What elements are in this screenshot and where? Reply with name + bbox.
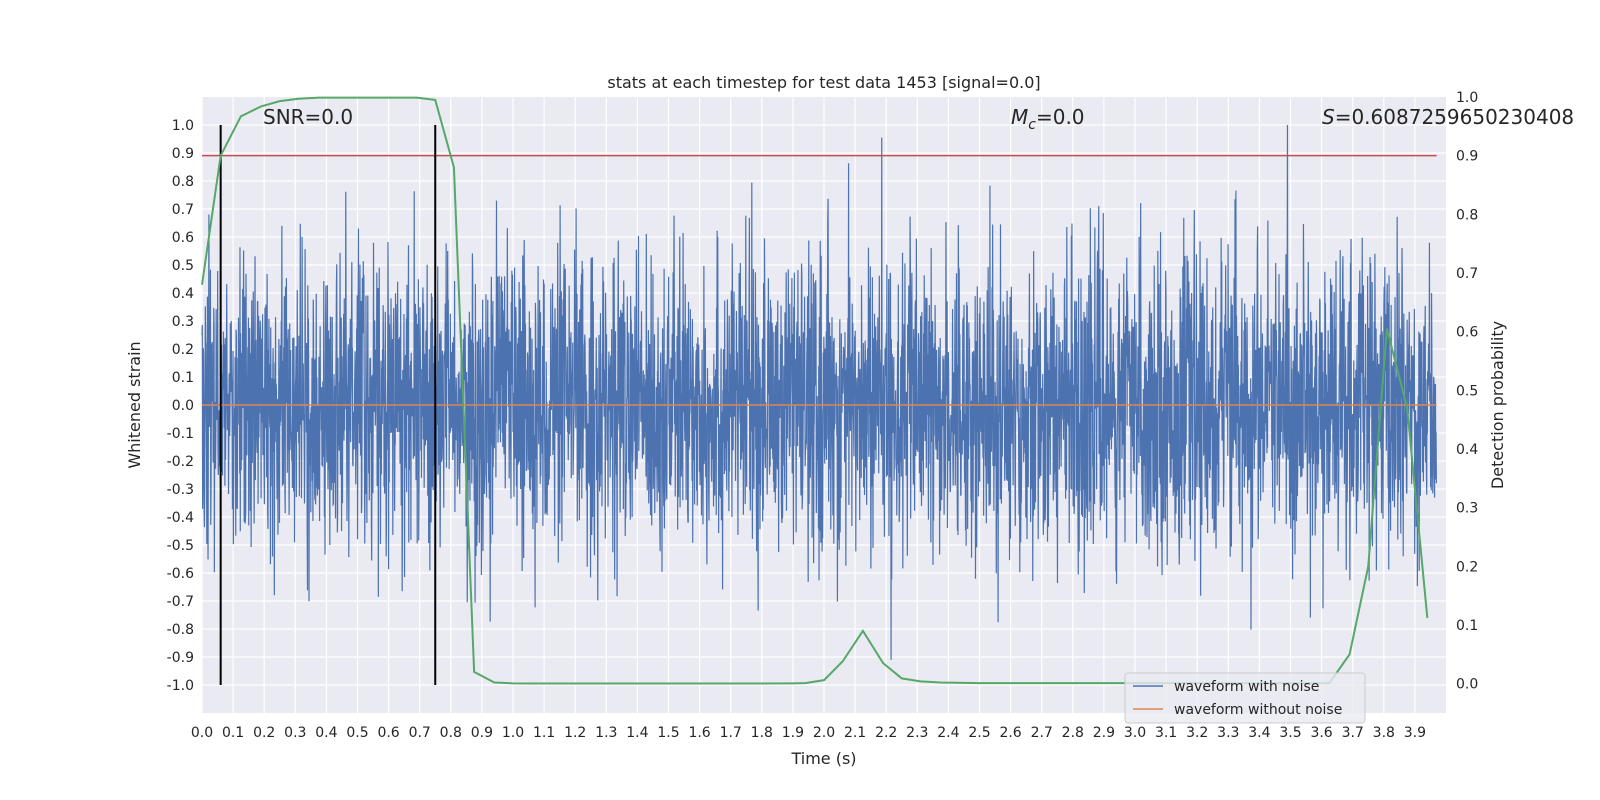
x-tick-label: 3.8 bbox=[1373, 725, 1395, 741]
x-tick-labels: 0.0 0.1 0.2 0.3 0.4 0.5 0.6 0.7 0.8 0.9 1.0 1.1 1.2 1… bbox=[191, 725, 1426, 741]
x-tick-label: 3.3 bbox=[1217, 725, 1239, 741]
series-waveform-with-noise bbox=[201, 124, 1437, 660]
x-tick-label: 2.2 bbox=[875, 725, 897, 741]
y-left-tick-label: -0.4 bbox=[167, 510, 194, 526]
y-right-tick-label: 0.1 bbox=[1456, 618, 1478, 634]
y-right-tick-label: 0.7 bbox=[1456, 266, 1478, 282]
x-tick-label: 1.6 bbox=[688, 725, 710, 741]
x-tick-label: 3.9 bbox=[1404, 725, 1426, 741]
y-left-tick-label: 0.9 bbox=[172, 146, 194, 162]
x-tick-label: 3.1 bbox=[1155, 725, 1177, 741]
x-tick-label: 3.7 bbox=[1342, 725, 1364, 741]
annotation-score: S=0.6087259650230408 bbox=[1322, 105, 1574, 129]
x-tick-label: 3.2 bbox=[1186, 725, 1208, 741]
x-tick-label: 0.8 bbox=[440, 725, 462, 741]
y-right-tick-label: 0.0 bbox=[1456, 677, 1478, 693]
y-left-tick-label: -0.9 bbox=[167, 650, 194, 666]
y-left-tick-label: 0.4 bbox=[172, 286, 194, 302]
y-right-tick-label: 1.0 bbox=[1456, 90, 1478, 106]
x-tick-label: 2.6 bbox=[999, 725, 1021, 741]
legend: waveform with noise waveform without noi… bbox=[1124, 672, 1366, 724]
x-tick-label: 3.0 bbox=[1124, 725, 1146, 741]
x-tick-label: 0.7 bbox=[409, 725, 431, 741]
x-tick-label: 3.6 bbox=[1310, 725, 1332, 741]
x-axis-label: Time (s) bbox=[790, 749, 856, 768]
y-left-tick-label: -0.2 bbox=[167, 454, 194, 470]
x-tick-label: 0.9 bbox=[471, 725, 493, 741]
y-left-tick-label: -0.7 bbox=[167, 594, 194, 610]
legend-label-with-noise: waveform with noise bbox=[1174, 679, 1319, 695]
y-left-tick-label: 0.5 bbox=[172, 258, 194, 274]
x-tick-label: 0.6 bbox=[377, 725, 399, 741]
y-right-tick-label: 0.6 bbox=[1456, 325, 1478, 341]
y-left-tick-label: -0.8 bbox=[167, 622, 194, 638]
x-tick-label: 0.4 bbox=[315, 725, 337, 741]
x-tick-label: 0.1 bbox=[222, 725, 244, 741]
y-left-tick-label: 0.1 bbox=[172, 370, 194, 386]
y-left-tick-label: -0.6 bbox=[167, 566, 194, 582]
y-left-tick-label: -1.0 bbox=[167, 678, 194, 694]
x-tick-label: 2.0 bbox=[813, 725, 835, 741]
x-tick-label: 1.0 bbox=[502, 725, 524, 741]
y-left-tick-label: 0.2 bbox=[172, 342, 194, 358]
y-left-tick-labels: 1.0 0.9 0.8 0.7 0.6 0.5 0.4 0.3 0.2 0.1 0.0 -0.1 -0.… bbox=[167, 118, 194, 694]
x-tick-label: 1.4 bbox=[626, 725, 648, 741]
x-tick-label: 2.4 bbox=[937, 725, 959, 741]
x-tick-label: 0.3 bbox=[284, 725, 306, 741]
annotation-chirp-mass: Mc=0.0 bbox=[1011, 105, 1085, 133]
y-axis-label-right: Detection probability bbox=[1488, 321, 1507, 489]
x-tick-label: 1.1 bbox=[533, 725, 555, 741]
x-tick-label: 1.9 bbox=[782, 725, 804, 741]
y-left-tick-label: 0.3 bbox=[172, 314, 194, 330]
legend-label-without-noise: waveform without noise bbox=[1174, 702, 1342, 718]
y-left-tick-label: 0.6 bbox=[172, 230, 194, 246]
x-tick-label: 0.2 bbox=[253, 725, 275, 741]
x-tick-label: 1.7 bbox=[720, 725, 742, 741]
x-tick-label: 2.7 bbox=[1031, 725, 1053, 741]
y-left-tick-label: -0.5 bbox=[167, 538, 194, 554]
y-right-tick-label: 0.4 bbox=[1456, 442, 1478, 458]
chart-title: stats at each timestep for test data 145… bbox=[607, 73, 1040, 92]
y-right-tick-label: 0.2 bbox=[1456, 559, 1478, 575]
x-tick-label: 2.1 bbox=[844, 725, 866, 741]
y-right-tick-label: 0.3 bbox=[1456, 501, 1478, 517]
annotation-snr: SNR=0.0 bbox=[263, 105, 353, 129]
y-axis-label-left: Whitened strain bbox=[125, 341, 144, 468]
x-tick-label: 2.8 bbox=[1062, 725, 1084, 741]
y-right-tick-label: 0.9 bbox=[1456, 149, 1478, 165]
y-left-tick-label: 1.0 bbox=[172, 118, 194, 134]
noise-trace bbox=[201, 124, 1437, 660]
y-left-tick-label: 0.0 bbox=[172, 398, 194, 414]
x-tick-label: 1.3 bbox=[595, 725, 617, 741]
x-tick-label: 2.9 bbox=[1093, 725, 1115, 741]
y-right-tick-label: 0.8 bbox=[1456, 207, 1478, 223]
x-tick-label: 2.5 bbox=[968, 725, 990, 741]
y-left-tick-label: -0.1 bbox=[167, 426, 194, 442]
y-left-tick-label: 0.8 bbox=[172, 174, 194, 190]
y-left-tick-label: -0.3 bbox=[167, 482, 194, 498]
x-tick-label: 2.3 bbox=[906, 725, 928, 741]
x-tick-label: 3.4 bbox=[1248, 725, 1270, 741]
x-tick-label: 1.8 bbox=[751, 725, 773, 741]
x-tick-label: 3.5 bbox=[1279, 725, 1301, 741]
y-right-tick-labels: 1.0 0.9 0.8 0.7 0.6 0.5 0.4 0.3 0.2 0.1 0.0 bbox=[1456, 90, 1478, 693]
x-tick-label: 0.5 bbox=[346, 725, 368, 741]
x-tick-label: 1.2 bbox=[564, 725, 586, 741]
vertical-markers bbox=[219, 125, 437, 685]
legend-box bbox=[1124, 672, 1366, 724]
x-tick-label: 0.0 bbox=[191, 725, 213, 741]
y-right-tick-label: 0.5 bbox=[1456, 383, 1478, 399]
y-left-tick-label: 0.7 bbox=[172, 202, 194, 218]
x-tick-label: 1.5 bbox=[657, 725, 679, 741]
